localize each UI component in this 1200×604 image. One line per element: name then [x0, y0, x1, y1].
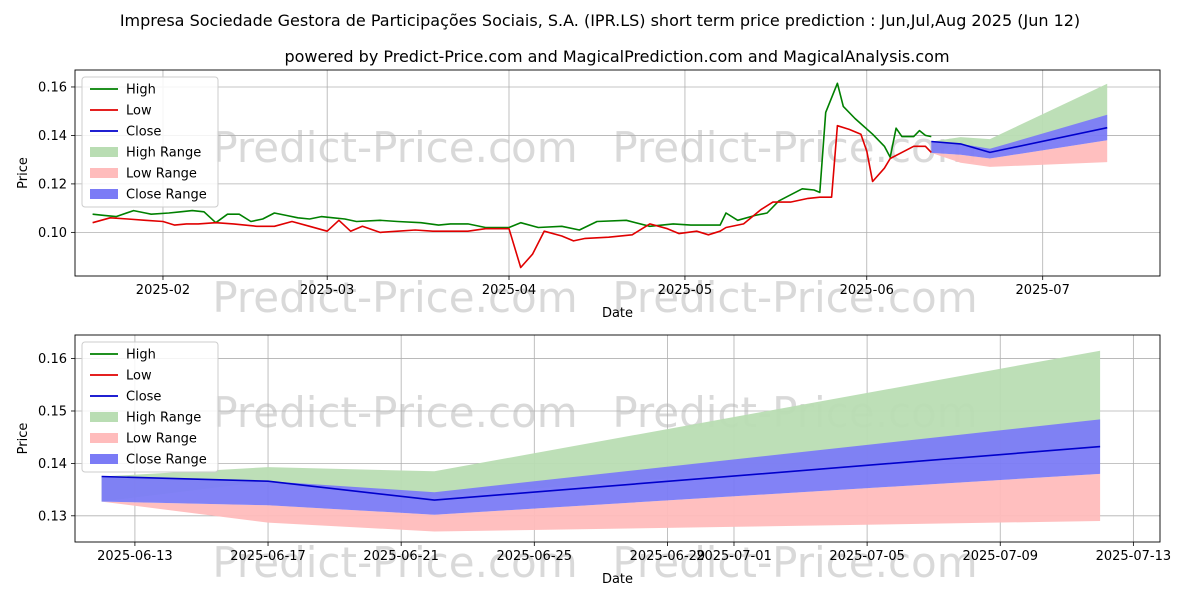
legend-swatch-close-range — [90, 454, 118, 464]
x-tick-label: 2025-07-09 — [962, 549, 1038, 564]
chart-panel-2: Predict-Price.com Predict-Price.com Predic… — [16, 334, 1172, 587]
close-line — [931, 126, 1108, 154]
x-tick-label: 2025-06-13 — [97, 549, 173, 564]
x-tick-label: 2025-07-05 — [829, 549, 905, 564]
chart-legend: High Low Close High Range Low Range Close Ran… — [81, 76, 219, 208]
chart-legend: High Low Close High Range Low Range Close Ran… — [81, 341, 219, 473]
legend-label: High Range — [126, 146, 201, 161]
close-line — [101, 445, 1101, 501]
y-tick-label: 0.16 — [38, 80, 67, 95]
legend-label: Low Range — [126, 432, 197, 447]
x-tick-label: 2025-05 — [658, 283, 712, 298]
legend-swatch-close-range — [90, 189, 118, 199]
legend-label: Close — [126, 390, 161, 405]
legend-swatch-high-range — [90, 412, 118, 422]
x-tick-label: 2025-06-17 — [230, 549, 306, 564]
legend-label: Close Range — [126, 188, 207, 203]
low-line — [92, 124, 932, 269]
y-axis-label: Price — [16, 423, 31, 455]
axes-frame — [74, 69, 1161, 277]
x-tick-label: 2025-06 — [840, 283, 894, 298]
x-tick-label: 2025-06-21 — [363, 549, 439, 564]
high-line — [92, 82, 932, 231]
watermark-text: Predict-Price.com — [612, 273, 977, 322]
x-tick-label: 2025-07 — [1016, 283, 1070, 298]
legend-swatch-low-range — [90, 168, 118, 178]
y-tick-label: 0.14 — [38, 457, 67, 472]
x-tick-label: 2025-02 — [136, 283, 190, 298]
y-axis-label: Price — [16, 157, 31, 189]
axes-frame — [74, 334, 1161, 543]
low-range-band — [931, 140, 1108, 167]
legend-label: Close — [126, 125, 161, 140]
x-tick-label: 2025-07-01 — [696, 549, 772, 564]
x-tick-label: 2025-06-29 — [630, 549, 706, 564]
y-tick-label: 0.13 — [38, 509, 67, 524]
legend-label: Low — [126, 369, 152, 384]
x-axis-label: Date — [602, 572, 633, 587]
legend-label: Close Range — [126, 453, 207, 468]
y-tick-label: 0.14 — [38, 129, 67, 144]
chart-subtitle: powered by Predict-Price.com and Magical… — [284, 47, 949, 66]
low-range-band — [101, 473, 1101, 532]
x-tick-label: 2025-06-25 — [497, 549, 573, 564]
y-tick-label: 0.10 — [38, 226, 67, 241]
legend-label: Low Range — [126, 167, 197, 182]
x-tick-label: 2025-07-13 — [1096, 549, 1172, 564]
legend-label: High Range — [126, 411, 201, 426]
watermark-text: Predict-Price.com — [212, 273, 577, 322]
watermark-text: Predict-Price.com — [212, 123, 577, 172]
legend-swatch-high-range — [90, 147, 118, 157]
plot-area — [92, 82, 1108, 269]
watermark-text: Predict-Price.com — [612, 123, 977, 172]
legend-label: High — [126, 348, 156, 363]
legend-swatch-low-range — [90, 433, 118, 443]
y-tick-label: 0.15 — [38, 404, 67, 419]
legend-label: High — [126, 83, 156, 98]
chart-panel-1: Predict-Price.com Predict-Price.com Predic… — [16, 69, 1161, 322]
plot-area — [101, 350, 1101, 532]
x-tick-label: 2025-03 — [300, 283, 354, 298]
x-tick-label: 2025-04 — [482, 283, 536, 298]
x-axis-label: Date — [602, 306, 633, 321]
watermark-text: Predict-Price.com — [212, 388, 577, 437]
watermark-text: Predict-Price.com — [212, 538, 577, 587]
watermark-text: Predict-Price.com — [612, 538, 977, 587]
chart-title: Impresa Sociedade Gestora de Participaçõ… — [120, 11, 1080, 30]
legend-label: Low — [126, 104, 152, 119]
y-tick-label: 0.16 — [38, 352, 67, 367]
y-tick-label: 0.12 — [38, 177, 67, 192]
